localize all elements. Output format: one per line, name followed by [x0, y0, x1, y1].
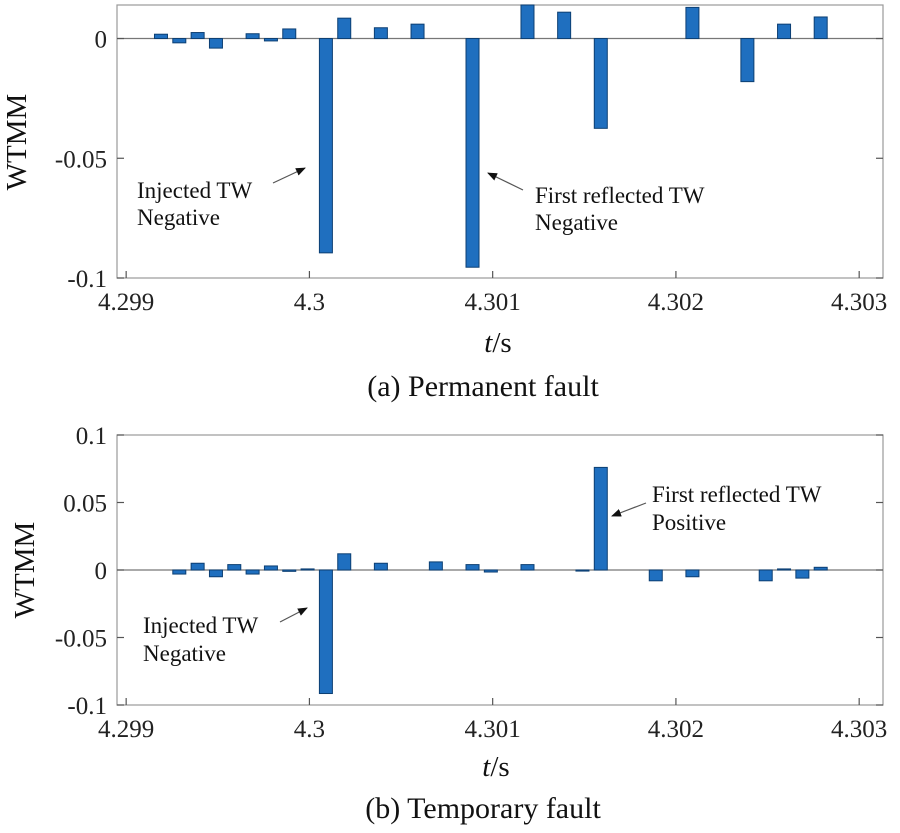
bar — [190, 32, 205, 40]
bar — [337, 17, 352, 40]
y-tick-label: -0.1 — [67, 266, 107, 293]
bar — [172, 38, 187, 44]
bar — [593, 38, 608, 129]
annotation-injected-tw: Injected TW Negative — [137, 178, 252, 230]
bar — [575, 569, 590, 572]
y-tick-label: -0.05 — [55, 626, 107, 653]
bar — [153, 33, 168, 40]
bar — [318, 38, 333, 254]
x-tick-label: 4.302 — [648, 716, 704, 743]
bar — [263, 565, 278, 571]
bar — [685, 6, 700, 40]
bar — [282, 28, 297, 40]
x-tick-label: 4.299 — [98, 289, 154, 316]
panel-caption: (a) Permanent fault — [367, 370, 599, 403]
x-axis-label: t/s — [482, 751, 509, 783]
bar — [777, 23, 792, 40]
bar — [483, 569, 498, 573]
annotation-arrow — [611, 502, 647, 517]
annotation-first-reflected-tw: First reflected TW Negative — [535, 183, 705, 235]
bar — [227, 564, 242, 571]
y-tick-label: 0 — [95, 27, 108, 54]
y-tick-label: -0.1 — [67, 693, 107, 720]
bar — [648, 569, 663, 582]
bar — [410, 23, 425, 40]
bar — [373, 562, 388, 571]
bar — [740, 38, 755, 83]
y-axis-label: WTMM — [1, 94, 33, 191]
panel-caption: (b) Temporary fault — [365, 792, 601, 825]
x-tick-label: 4.3 — [294, 716, 325, 743]
bar — [373, 27, 388, 40]
annotation-arrow — [279, 607, 308, 623]
x-tick-label: 4.303 — [831, 289, 887, 316]
bar — [593, 466, 608, 571]
bar — [557, 11, 572, 40]
bar — [263, 38, 278, 42]
y-axis-label: WTMM — [9, 522, 41, 619]
y-tick-label: 0.05 — [63, 491, 107, 518]
annotation-injected-tw: Injected TW Negative — [143, 613, 258, 666]
plot-frame — [116, 4, 884, 279]
bar — [318, 569, 333, 695]
bar — [245, 33, 260, 40]
bar — [520, 564, 535, 571]
bar — [300, 568, 315, 571]
bar — [208, 38, 223, 49]
bar — [465, 38, 480, 268]
bar — [208, 569, 223, 578]
bar — [777, 568, 792, 571]
y-tick-label: -0.05 — [55, 146, 107, 173]
bar — [428, 561, 443, 571]
bar — [245, 569, 260, 575]
panel-b-temporary-fault: WTMM t/s (b) Temporary fault Injected TW… — [9, 423, 887, 825]
bar — [813, 16, 828, 40]
x-axis-label: t/s — [484, 327, 511, 359]
x-tick-label: 4.299 — [98, 716, 154, 743]
bar — [172, 569, 187, 575]
bar — [282, 569, 297, 572]
y-tick-label: 0.1 — [76, 423, 107, 450]
x-tick-label: 4.303 — [831, 716, 887, 743]
annotation-arrow — [487, 172, 524, 191]
x-tick-label: 4.301 — [465, 289, 521, 316]
x-tick-label: 4.3 — [294, 289, 325, 316]
bar — [758, 569, 773, 582]
bar — [337, 553, 352, 571]
x-tick-label: 4.301 — [465, 716, 521, 743]
bar — [190, 562, 205, 571]
y-tick-label: 0 — [95, 558, 108, 585]
panel-a-permanent-fault: WTMM t/s (a) Permanent fault Injected TW… — [1, 4, 887, 403]
bar — [465, 564, 480, 571]
annotation-arrow — [272, 167, 306, 184]
bar — [795, 569, 810, 579]
annotation-first-reflected-tw: First reflected TW Positive — [652, 482, 822, 535]
x-tick-label: 4.302 — [648, 289, 704, 316]
bar — [520, 4, 535, 40]
bar — [685, 569, 700, 578]
bar — [813, 566, 828, 571]
